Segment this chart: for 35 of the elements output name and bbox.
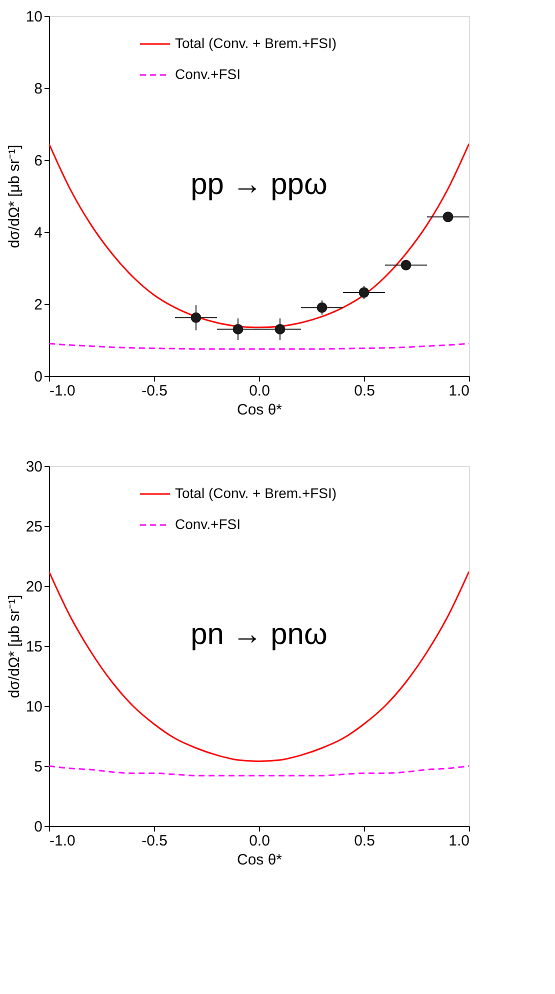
x-tick-label: -0.5 — [142, 832, 168, 850]
x-tick-label: 0.5 — [354, 382, 375, 400]
y-tick-label: 8 — [34, 80, 42, 98]
x-axis-title: Cos θ* — [236, 402, 282, 418]
y-axis-title: dσ/dΩ* [μb sr⁻¹] — [6, 594, 23, 698]
y-axis-title: dσ/dΩ* [μb sr⁻¹] — [6, 144, 23, 248]
x-tick-label: 0.0 — [249, 832, 270, 850]
x-axis-title: Cos θ* — [236, 852, 282, 868]
y-tick-label: 20 — [26, 578, 42, 596]
line-series — [49, 570, 469, 762]
y-tick-label: 10 — [26, 8, 42, 26]
x-tick-label: 0.0 — [249, 382, 270, 400]
y-tick-label: 4 — [34, 224, 42, 242]
y-tick-label: 6 — [34, 152, 42, 170]
annotation: pn → pnω — [190, 618, 328, 652]
legend-label: Total (Conv. + Brem.+FSI) — [175, 35, 337, 51]
legend-label: Total (Conv. + Brem.+FSI) — [175, 485, 337, 501]
y-tick-label: 2 — [34, 296, 42, 314]
y-tick-label: 5 — [34, 758, 42, 776]
x-tick-label: -1.0 — [50, 382, 76, 400]
x-tick-label: 0.5 — [354, 832, 375, 850]
y-tick-label: 10 — [26, 698, 42, 716]
line-series — [49, 765, 469, 776]
x-tick-label: 1.0 — [448, 382, 470, 400]
x-tick-label: 1.0 — [448, 832, 470, 850]
y-tick-label: 0 — [34, 818, 42, 836]
legend-label: Conv.+FSI — [175, 66, 240, 82]
x-tick-label: -0.5 — [142, 382, 168, 400]
annotation: pp → ppω — [190, 168, 328, 202]
y-tick-label: 30 — [26, 458, 42, 476]
x-tick-label: -1.0 — [50, 832, 76, 850]
legend-label: Conv.+FSI — [175, 516, 240, 532]
y-tick-label: 25 — [26, 518, 42, 536]
y-tick-label: 0 — [34, 368, 42, 386]
y-tick-label: 15 — [26, 638, 42, 656]
